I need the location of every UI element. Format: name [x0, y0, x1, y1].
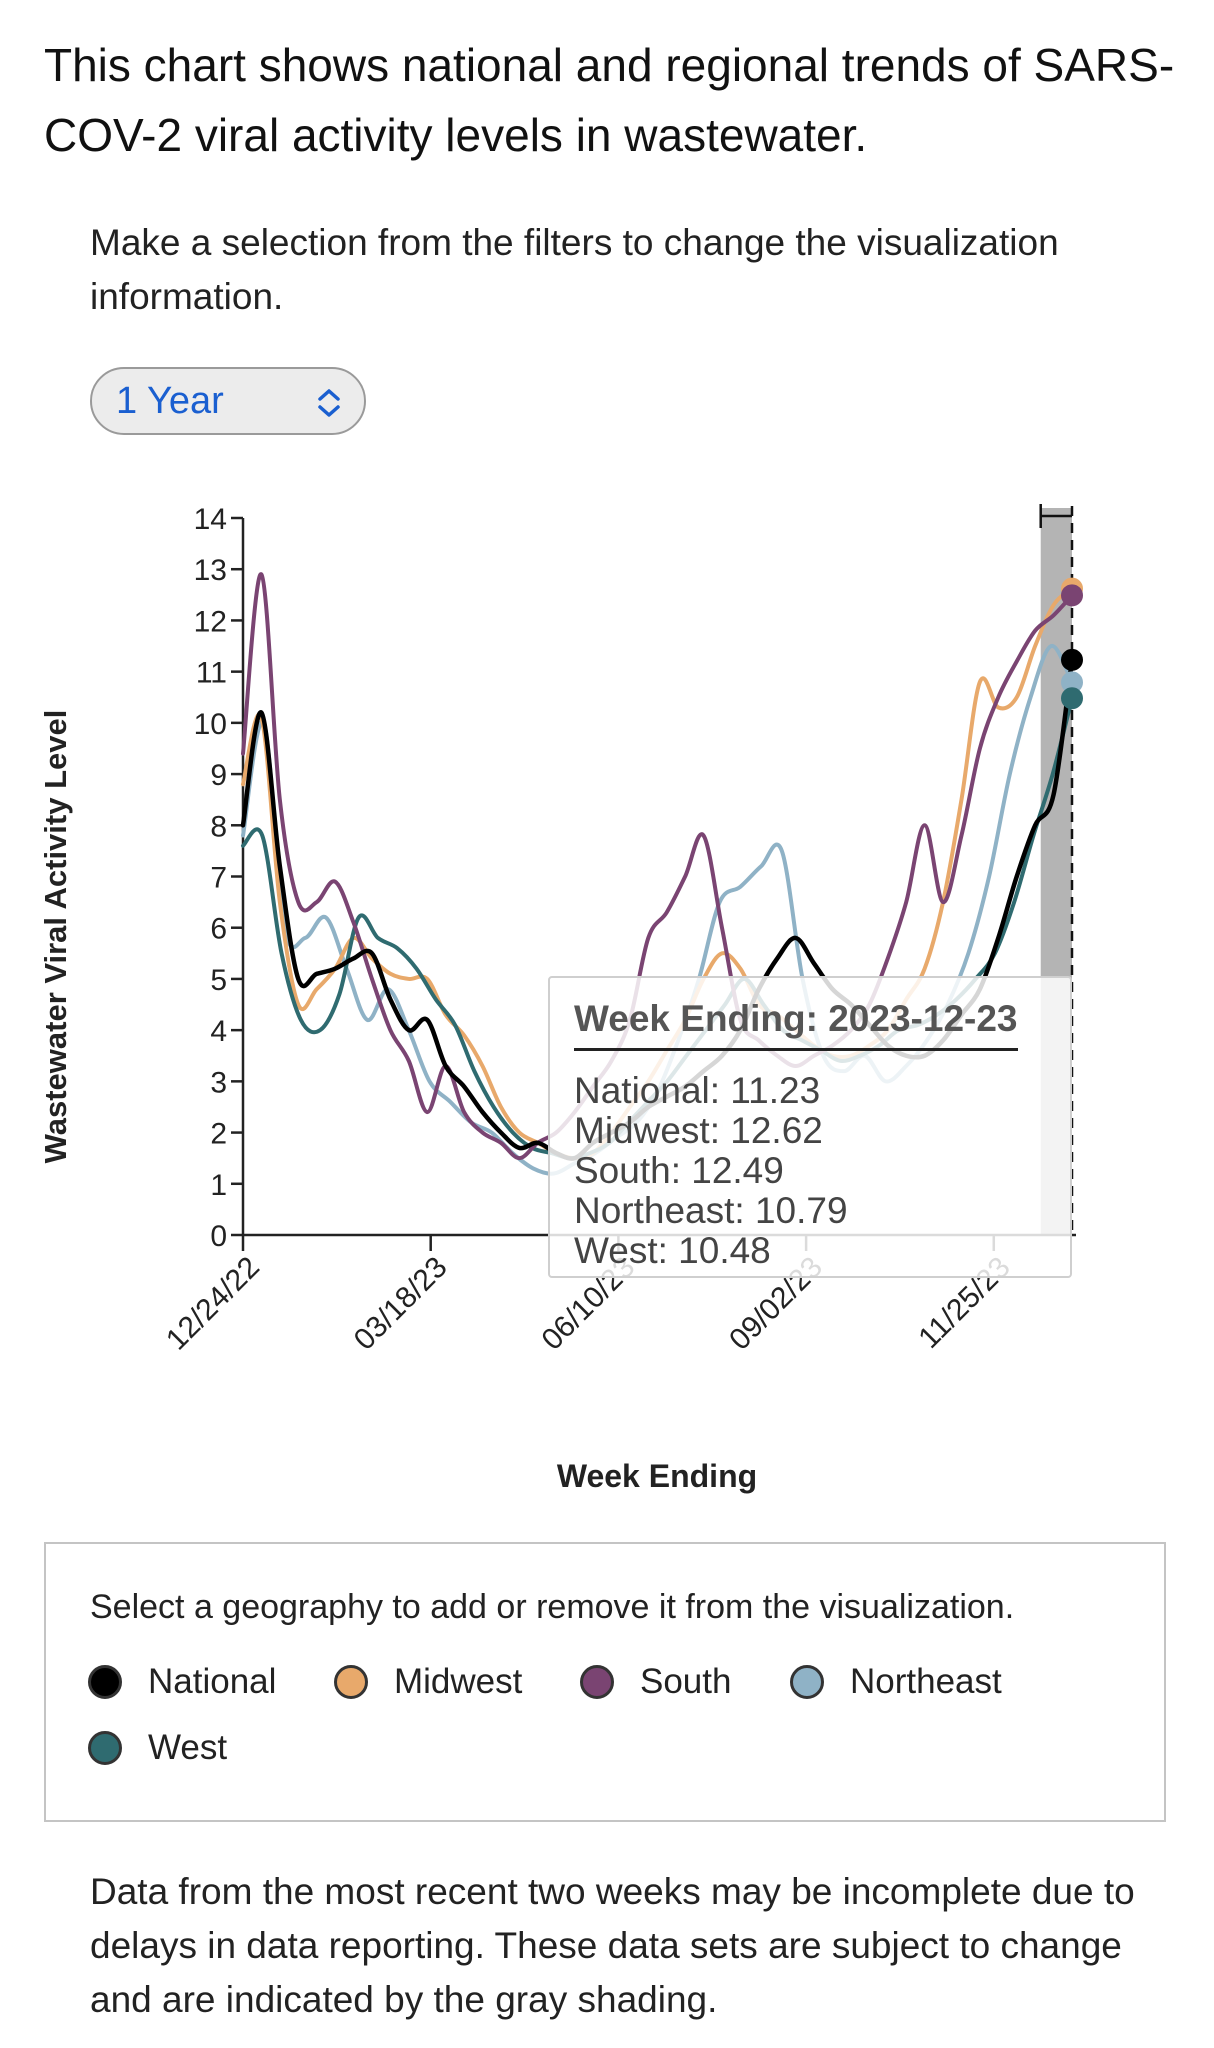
y-tick-label: 1	[210, 1169, 227, 1202]
y-tick-label: 8	[210, 810, 227, 843]
legend-caption: Select a geography to add or remove it f…	[90, 1588, 1015, 1626]
south-swatch-icon	[580, 1665, 614, 1699]
west-swatch-icon	[88, 1731, 122, 1765]
legend-item-west[interactable]: West	[88, 1728, 227, 1768]
tooltip-row-northeast: Northeast: 10.79	[574, 1190, 848, 1231]
y-tick-label: 4	[210, 1015, 227, 1048]
legend-item-south[interactable]: South	[580, 1662, 731, 1702]
legend-label-midwest: Midwest	[394, 1662, 523, 1701]
tooltip-row-west: West: 10.48	[574, 1230, 771, 1271]
y-tick-label: 9	[210, 759, 227, 792]
y-tick-label: 5	[210, 964, 227, 997]
midwest-swatch-icon	[334, 1665, 368, 1699]
legend-item-national[interactable]: National	[88, 1662, 276, 1702]
legend-item-northeast[interactable]: Northeast	[790, 1662, 1002, 1702]
y-tick-label: 13	[194, 554, 227, 587]
y-axis-title: Wastewater Viral Activity Level	[38, 710, 73, 1164]
geography-legend: Select a geography to add or remove it f…	[44, 1542, 1166, 1822]
legend-label-national: National	[148, 1662, 277, 1701]
x-axis-title: Week Ending	[557, 1458, 757, 1494]
series-line-south[interactable]	[241, 572, 1074, 1161]
data-footnote: Data from the most recent two weeks may …	[90, 1871, 1135, 2020]
national-swatch-icon	[88, 1665, 122, 1699]
time-range-select[interactable]: 1 Year	[90, 367, 366, 435]
legend-item-midwest[interactable]: Midwest	[334, 1662, 522, 1702]
y-tick-label: 3	[210, 1066, 227, 1099]
y-tick-label: 0	[210, 1220, 227, 1253]
tooltip-row-national: National: 11.23	[574, 1070, 821, 1111]
hover-point-national	[1061, 648, 1083, 671]
filter-instructions: Make a selection from the filters to cha…	[90, 222, 1059, 317]
y-tick-label: 10	[194, 708, 227, 741]
x-tick-label: 03/18/23	[348, 1251, 454, 1357]
tooltip-row-south: South: 12.49	[574, 1150, 784, 1191]
y-tick-label: 6	[210, 913, 227, 946]
hover-tooltip: Week Ending: 2023-12-23 National: 11.23 …	[548, 976, 1072, 1278]
northeast-swatch-icon	[790, 1665, 824, 1699]
y-tick-label: 7	[210, 862, 227, 895]
tooltip-title: Week Ending: 2023-12-23	[574, 998, 1018, 1051]
tooltip-row-midwest: Midwest: 12.62	[574, 1110, 823, 1151]
chevron-up-down-icon	[318, 389, 340, 417]
y-tick-label: 11	[196, 657, 227, 690]
page-intro: This chart shows national and regional t…	[44, 39, 1175, 161]
hover-point-west	[1061, 687, 1083, 710]
x-tick-label: 12/24/22	[160, 1251, 266, 1357]
tooltip-values: National: 11.23 Midwest: 12.62 South: 12…	[574, 1071, 1046, 1271]
y-tick-label: 2	[210, 1118, 227, 1151]
legend-label-northeast: Northeast	[850, 1662, 1002, 1701]
legend-label-south: South	[640, 1662, 732, 1701]
legend-label-west: West	[148, 1728, 228, 1767]
time-range-value: 1 Year	[116, 379, 224, 422]
hover-point-south	[1061, 584, 1083, 607]
y-tick-label: 14	[194, 503, 227, 536]
y-tick-label: 12	[194, 605, 227, 638]
